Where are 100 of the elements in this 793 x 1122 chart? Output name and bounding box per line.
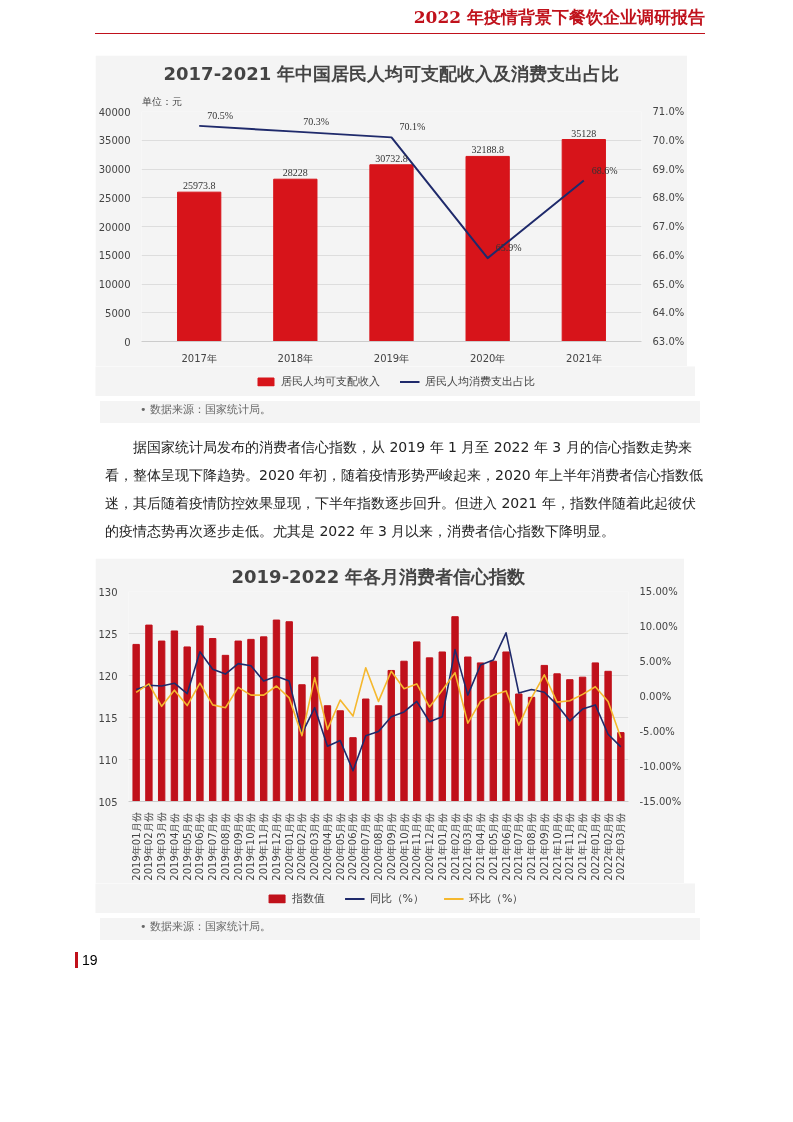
y2-tick-label: 71.0% <box>652 106 685 117</box>
legend-label: 同比（%） <box>369 890 424 906</box>
y-tick-label: 20000 <box>98 221 131 233</box>
x-tick-label: 2020年03月份 <box>309 812 321 881</box>
x-tick-label: 2019年01月份 <box>130 812 142 881</box>
legend-label: 居民人均消费支出占比 <box>424 373 535 389</box>
x-tick-label: 2021年11月份 <box>564 812 576 881</box>
x-tick-label: 2019年07月份 <box>207 812 219 881</box>
y2-tick-label: 64.0% <box>652 307 685 319</box>
y-tick-label: 10000 <box>98 279 131 290</box>
y-tick-label: 125 <box>98 628 118 640</box>
line-series <box>135 632 622 772</box>
y2-tick-label: 68.0% <box>652 192 685 204</box>
text: 据国家统计局发布的消费者信心指数，从 2019 年 1 月至 2022 年 3 月的信心指数走势来看，整体呈现下降趋势。2020 年初，随着疫情形势严峻起来，2020 年上半年消费者信心指数低迷，其后随着疫情防控效果显现，下半年指数逐步回升。但进入 2021 年，指数伴随着此起彼伏的疫情态势再次逐步走低。尤其是 2022 年 3 月以来，消费者信心指数下降明显。 <box>105 438 705 541</box>
y2-tick-label: 15.00% <box>639 586 678 597</box>
y-tick-label: 15000 <box>98 250 131 262</box>
x-tick-label: 2021年03月份 <box>462 812 474 881</box>
y-axis-title: 单位：元 <box>141 95 182 107</box>
x-tick-label: 2019年05月份 <box>181 812 193 881</box>
x-tick-label: 2021年10月份 <box>551 812 563 881</box>
data-label: 70.1% <box>399 121 426 133</box>
line-series <box>135 667 622 739</box>
x-tick-label: 2019年09月份 <box>232 812 244 881</box>
y-tick-label: 0 <box>124 336 131 348</box>
x-tick-label: 2019年10月份 <box>245 812 257 881</box>
text: • 数据来源：国家统计局。 <box>140 402 271 418</box>
x-tick-label: 2020年 <box>469 352 506 364</box>
data-label: 30732.8 <box>375 152 408 164</box>
y2-tick-label: 70.0% <box>652 134 685 146</box>
x-tick-label: 2022年02月份 <box>602 812 614 881</box>
y2-tick-label: 66.0% <box>652 249 685 261</box>
x-tick-label: 2019年 <box>373 352 410 364</box>
y2-tick-label: -10.00% <box>639 761 682 772</box>
x-tick-label: 2021年04月份 <box>475 812 487 881</box>
x-tick-label: 2021年09月份 <box>538 812 550 881</box>
x-tick-label: 2020年09月份 <box>385 812 397 881</box>
y2-tick-label: -15.00% <box>639 796 682 807</box>
y-tick-label: 5000 <box>105 307 131 319</box>
y2-tick-label: 63.0% <box>652 336 685 347</box>
chart-title: 2019-2022 年各月消费者信心指数 <box>231 565 527 587</box>
data-label: 32188.8 <box>471 144 504 156</box>
x-tick-label: 2021年08月份 <box>526 812 538 881</box>
legend-label: 环比（%） <box>469 890 524 906</box>
x-tick-label: 2022年03月份 <box>615 812 627 881</box>
data-label: 70.5% <box>207 109 234 121</box>
chart-title: 2017-2021 年中国居民人均可支配收入及消费支出占比 <box>163 62 620 84</box>
x-tick-label: 2019年12月份 <box>270 812 282 881</box>
x-tick-label: 2020年11月份 <box>411 812 423 881</box>
x-tick-label: 2021年01月份 <box>436 812 448 881</box>
y-tick-label: 40000 <box>98 106 131 118</box>
data-label: 65.9% <box>495 242 522 254</box>
data-label: 35128 <box>571 127 597 139</box>
y-tick-label: 30000 <box>98 164 131 175</box>
x-tick-label: 2017年 <box>181 352 217 364</box>
y-tick-label: 105 <box>98 796 118 808</box>
x-tick-label: 2020年10月份 <box>398 812 410 881</box>
y2-tick-label: 65.0% <box>652 278 685 290</box>
y2-tick-label: 69.0% <box>652 163 685 175</box>
x-tick-label: 2020年04月份 <box>321 812 333 881</box>
legend-label: 居民人均可支配收入 <box>280 373 380 389</box>
data-label: 25973.8 <box>182 180 216 192</box>
y2-tick-label: 10.00% <box>639 621 678 632</box>
bar <box>369 164 414 342</box>
y-tick-label: 35000 <box>98 135 131 147</box>
y2-tick-label: 0.00% <box>639 691 672 702</box>
y2-tick-label: 5.00% <box>639 656 672 667</box>
x-tick-label: 2021年 <box>566 352 602 364</box>
x-tick-label: 2021年07月份 <box>513 812 525 881</box>
x-tick-label: 2019年03月份 <box>156 812 168 881</box>
x-tick-label: 2021年06月份 <box>500 812 512 881</box>
x-tick-label: 2020年12月份 <box>424 812 436 881</box>
y2-tick-label: -5.00% <box>639 726 675 737</box>
x-tick-label: 2020年06月份 <box>347 812 359 881</box>
x-tick-label: 2019年08月份 <box>219 812 231 881</box>
x-tick-label: 2021年05月份 <box>487 812 499 881</box>
x-tick-label: 2019年04月份 <box>168 812 180 881</box>
x-tick-label: 2021年02月份 <box>449 812 461 881</box>
text: 2022 年疫情背景下餐饮企业调研报告 <box>412 6 705 29</box>
text: 19 <box>75 952 98 968</box>
x-tick-label: 2020年01月份 <box>283 812 295 881</box>
legend-label: 指数值 <box>291 890 325 906</box>
x-tick-label: 2018年 <box>277 352 314 364</box>
x-tick-label: 2020年02月份 <box>296 812 308 881</box>
bar <box>273 178 318 342</box>
y-tick-label: 25000 <box>98 192 131 204</box>
y-tick-label: 120 <box>98 670 118 682</box>
y-tick-label: 115 <box>98 712 118 724</box>
x-tick-label: 2021年12月份 <box>577 812 589 881</box>
y-tick-label: 130 <box>98 586 118 598</box>
data-label: 28228 <box>282 167 308 179</box>
y2-tick-label: 67.0% <box>652 221 685 232</box>
x-tick-label: 2022年01月份 <box>589 812 601 881</box>
data-label: 70.3% <box>303 115 330 127</box>
x-tick-label: 2020年05月份 <box>334 812 346 881</box>
x-tick-label: 2019年02月份 <box>143 812 155 881</box>
x-tick-label: 2020年07月份 <box>360 812 372 881</box>
text: • 数据来源：国家统计局。 <box>140 919 271 935</box>
bar <box>177 191 222 342</box>
y-tick-label: 110 <box>98 754 118 766</box>
x-tick-label: 2020年08月份 <box>373 812 384 881</box>
